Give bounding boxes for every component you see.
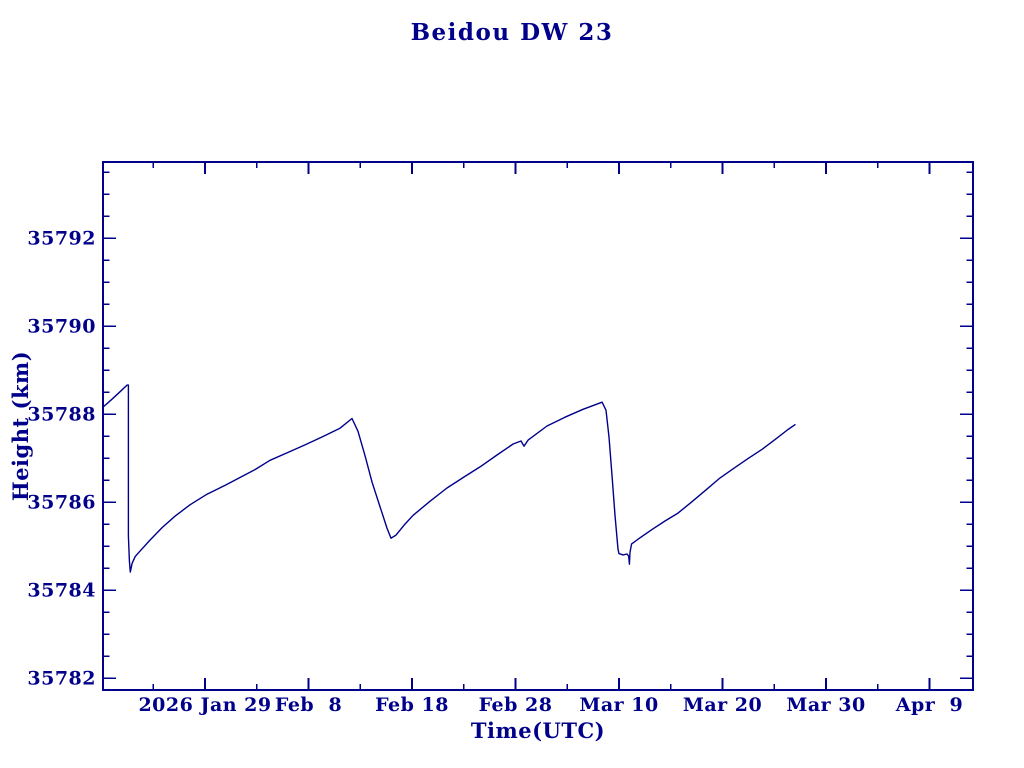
y-tick-label: 35792	[27, 228, 96, 250]
axis-ticks	[103, 162, 973, 690]
y-tick-label: 35786	[27, 492, 96, 514]
x-tick-label: Apr 9	[895, 694, 964, 716]
y-axis-label: Height (km)	[8, 351, 33, 501]
y-tick-label: 35782	[27, 668, 96, 690]
data-series-line	[102, 384, 796, 573]
x-tick-label: Feb 18	[375, 694, 449, 716]
x-tick-label: Mar 10	[579, 694, 658, 716]
x-tick-label: Mar 30	[786, 694, 865, 716]
x-tick-label: Feb 8	[275, 694, 342, 716]
chart-title: Beidou DW 23	[411, 19, 614, 46]
y-tick-label: 35790	[27, 316, 96, 338]
x-tick-label: 2026 Jan 29	[138, 694, 271, 716]
height-curve	[102, 384, 796, 573]
y-tick-label: 35784	[27, 580, 96, 602]
y-tick-label: 35788	[27, 404, 96, 426]
x-axis-label: Time(UTC)	[471, 718, 605, 743]
plot-frame	[102, 161, 974, 691]
x-tick-label: Feb 28	[479, 694, 553, 716]
axis-tick-labels: 2026 Jan 29 Feb 8 Feb 18 Feb 28 Mar 10 Mar 20…	[27, 228, 964, 716]
x-tick-label: Mar 20	[683, 694, 762, 716]
